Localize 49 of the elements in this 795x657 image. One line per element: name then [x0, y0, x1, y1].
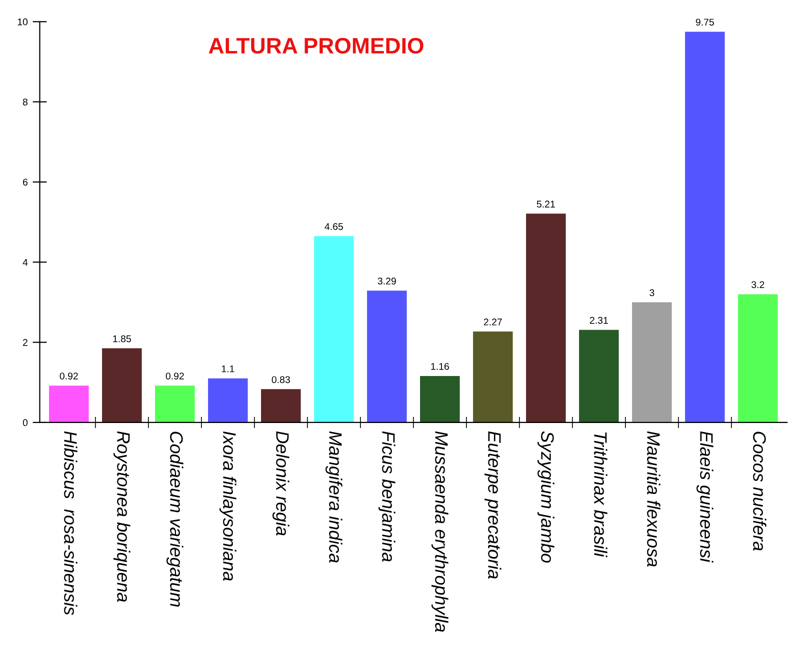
data-label: 1.1 — [222, 365, 234, 372]
bar — [367, 290, 407, 422]
y-tick-label: 10 — [18, 18, 28, 26]
data-label: 3.2 — [752, 281, 764, 288]
x-tick-label: Trithrinax brasili — [594, 432, 608, 558]
data-label: 0.92 — [166, 372, 184, 380]
y-tick-label: 0 — [22, 419, 28, 426]
bar — [526, 214, 566, 422]
x-tick-label: Ficus benjamina — [378, 431, 396, 562]
data-label: 2.31 — [590, 316, 608, 324]
data-label: 5.21 — [536, 200, 555, 208]
data-label: 3 — [650, 289, 654, 296]
data-label: 0.83 — [272, 376, 290, 384]
x-tick-label: Roystonea boriquena — [113, 431, 130, 602]
x-tick-label: Mauritia flexuosa — [647, 431, 660, 567]
x-tick-label: Hibiscus rosa-sinensis — [64, 431, 78, 616]
y-tick-label: 6 — [23, 178, 28, 186]
bar — [102, 348, 142, 422]
x-tick-label: Euterpe precatoria — [484, 431, 502, 579]
bar — [208, 378, 248, 422]
y-tick-label: 8 — [22, 98, 28, 106]
data-label: 1.85 — [113, 335, 131, 342]
data-label: 1.16 — [431, 362, 449, 370]
x-tick-label: Elaeis guineensi — [696, 431, 714, 563]
bar — [632, 302, 672, 422]
bar — [473, 331, 513, 422]
data-label: 9.75 — [696, 18, 714, 26]
data-label: 3.29 — [378, 278, 396, 285]
bar — [738, 294, 778, 422]
x-tick-label: Codiaeum variegatum — [166, 432, 184, 607]
x-tick-label: Cocos nucifera — [753, 432, 766, 551]
bar — [155, 386, 195, 422]
bar — [49, 386, 89, 422]
data-label: 2.27 — [484, 318, 502, 326]
bar — [420, 376, 460, 422]
x-tick-label: Mangifera indica — [325, 431, 342, 563]
bar — [314, 236, 354, 422]
x-tick-label: Syzygium jambo — [537, 431, 554, 563]
data-label: 4.65 — [324, 223, 343, 230]
data-label: 0.92 — [60, 372, 78, 380]
text: ALTURA PROMEDIO — [208, 38, 424, 54]
bar — [261, 389, 301, 422]
bar — [579, 330, 619, 422]
y-tick-label: 2 — [23, 339, 28, 346]
y-tick-label: 4 — [22, 258, 28, 266]
x-tick-label: Delonix regia — [272, 431, 290, 536]
x-tick-label: Mussaenda erythrophylla — [431, 431, 448, 632]
bar — [685, 32, 725, 422]
x-tick-label: Ixora finlaysoniana — [219, 432, 236, 581]
